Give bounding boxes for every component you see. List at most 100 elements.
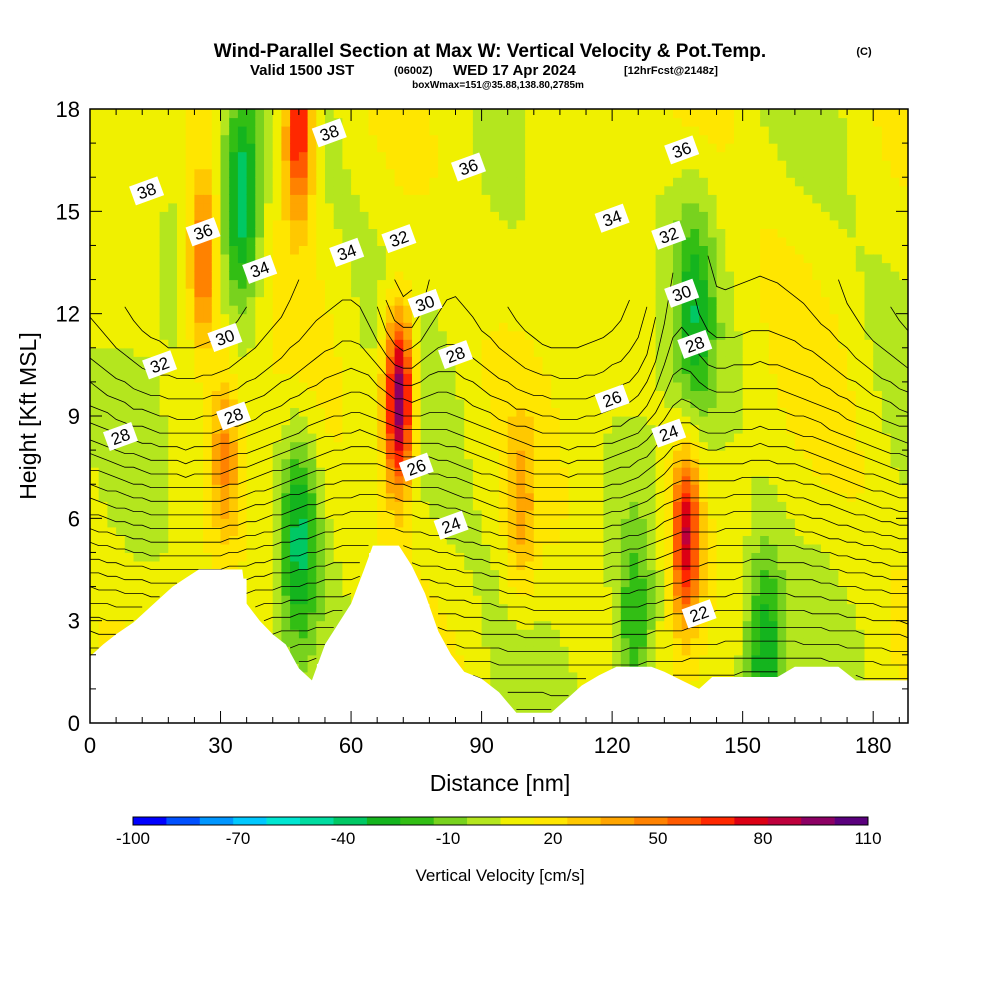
velocity-cell xyxy=(734,356,744,366)
velocity-cell xyxy=(742,305,752,315)
velocity-cell xyxy=(760,543,770,553)
velocity-cell xyxy=(150,126,161,136)
velocity-cell xyxy=(646,578,657,588)
velocity-cell xyxy=(673,586,683,596)
velocity-cell xyxy=(568,168,578,178)
velocity-cell xyxy=(290,262,300,272)
velocity-cell xyxy=(716,288,726,298)
velocity-cell xyxy=(516,143,526,153)
velocity-cell xyxy=(664,245,674,255)
velocity-cell xyxy=(499,364,509,374)
velocity-cell xyxy=(481,458,491,468)
velocity-cell xyxy=(734,552,744,562)
velocity-cell xyxy=(568,185,578,195)
velocity-cell xyxy=(333,458,343,468)
velocity-cell xyxy=(655,322,665,332)
velocity-cell xyxy=(464,586,474,596)
velocity-cell xyxy=(429,586,439,596)
velocity-cell xyxy=(516,373,526,383)
velocity-cell xyxy=(568,441,578,451)
velocity-cell xyxy=(455,552,465,562)
velocity-cell xyxy=(464,194,474,204)
velocity-cell xyxy=(699,236,709,246)
velocity-cell xyxy=(673,569,683,579)
velocity-cell xyxy=(359,194,370,204)
velocity-cell xyxy=(620,347,631,357)
velocity-cell xyxy=(699,552,709,562)
velocity-cell xyxy=(481,202,491,212)
velocity-cell xyxy=(90,126,100,136)
velocity-cell xyxy=(168,458,178,468)
velocity-cell xyxy=(185,117,195,127)
velocity-cell xyxy=(594,339,604,349)
velocity-cell xyxy=(646,484,657,494)
velocity-cell xyxy=(638,569,648,579)
velocity-cell xyxy=(681,620,691,630)
velocity-cell xyxy=(316,305,326,315)
velocity-cell xyxy=(133,356,143,366)
velocity-cell xyxy=(168,313,178,323)
velocity-cell xyxy=(116,398,126,408)
velocity-cell xyxy=(281,296,291,306)
velocity-cell xyxy=(307,526,317,536)
velocity-cell xyxy=(246,117,256,127)
velocity-cell xyxy=(429,356,439,366)
velocity-cell xyxy=(316,347,326,357)
velocity-cell xyxy=(177,313,187,323)
velocity-cell xyxy=(316,475,326,485)
velocity-cell xyxy=(586,535,596,545)
velocity-cell xyxy=(159,586,169,596)
velocity-cell xyxy=(638,143,648,153)
velocity-cell xyxy=(307,492,317,502)
velocity-cell xyxy=(429,109,439,119)
velocity-cell xyxy=(412,313,422,323)
velocity-cell xyxy=(142,458,152,468)
velocity-cell xyxy=(568,526,578,536)
velocity-cell xyxy=(725,586,735,596)
velocity-cell xyxy=(507,535,517,545)
velocity-cell xyxy=(150,211,161,221)
velocity-cell xyxy=(664,441,674,451)
velocity-cell xyxy=(472,501,483,511)
velocity-cell xyxy=(220,398,230,408)
velocity-cell xyxy=(742,271,752,281)
velocity-cell xyxy=(516,254,526,264)
velocity-cell xyxy=(542,398,552,408)
velocity-cell xyxy=(464,543,474,553)
velocity-cell xyxy=(499,595,509,605)
velocity-cell xyxy=(203,211,213,221)
velocity-cell xyxy=(272,271,282,281)
velocity-cell xyxy=(551,654,561,664)
velocity-cell xyxy=(220,262,230,272)
velocity-cell xyxy=(298,236,309,246)
velocity-cell xyxy=(438,484,448,494)
velocity-cell xyxy=(90,441,100,451)
velocity-cell xyxy=(438,202,448,212)
velocity-cell xyxy=(229,109,239,119)
velocity-cell xyxy=(586,296,596,306)
velocity-cell xyxy=(142,398,152,408)
velocity-cell xyxy=(499,475,509,485)
velocity-cell xyxy=(603,407,613,417)
velocity-cell xyxy=(612,109,622,119)
velocity-cell xyxy=(638,620,648,630)
velocity-cell xyxy=(203,398,213,408)
velocity-cell xyxy=(333,492,343,502)
velocity-cell xyxy=(707,595,718,605)
velocity-cell xyxy=(185,126,195,136)
velocity-cell xyxy=(98,339,108,349)
velocity-cell xyxy=(655,603,665,613)
velocity-cell xyxy=(699,620,709,630)
velocity-cell xyxy=(237,526,248,536)
velocity-cell xyxy=(246,151,256,161)
velocity-cell xyxy=(368,177,378,187)
velocity-cell xyxy=(542,492,552,502)
velocity-cell xyxy=(681,663,691,673)
velocity-cell xyxy=(516,398,526,408)
velocity-cell xyxy=(673,595,683,605)
velocity-cell xyxy=(742,509,752,519)
velocity-cell xyxy=(472,586,483,596)
velocity-cell xyxy=(124,603,135,613)
velocity-cell xyxy=(420,330,430,340)
velocity-cell xyxy=(185,313,195,323)
